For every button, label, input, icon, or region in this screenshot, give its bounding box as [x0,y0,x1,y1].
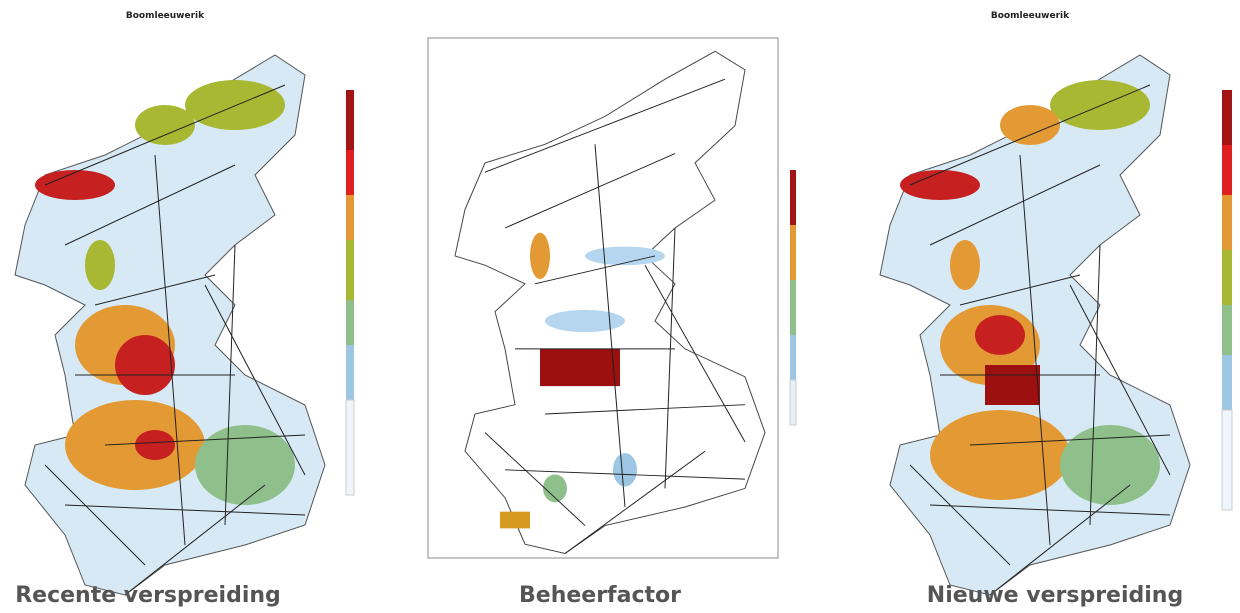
figure: Boomleeuwerik Recente verspreiding Behee… [0,0,1240,613]
map-factor [455,51,765,553]
caption: Recente verspreiding [15,583,281,608]
caption: Nieuwe verspreiding [927,583,1183,608]
caption: Beheerfactor [519,583,681,608]
map-title: Boomleeuwerik [991,11,1070,21]
legend [790,170,796,425]
legend [346,90,354,495]
map-title: Boomleeuwerik [126,11,205,21]
map-new [880,55,1190,595]
legend [1222,90,1232,510]
map-recent [15,55,325,595]
